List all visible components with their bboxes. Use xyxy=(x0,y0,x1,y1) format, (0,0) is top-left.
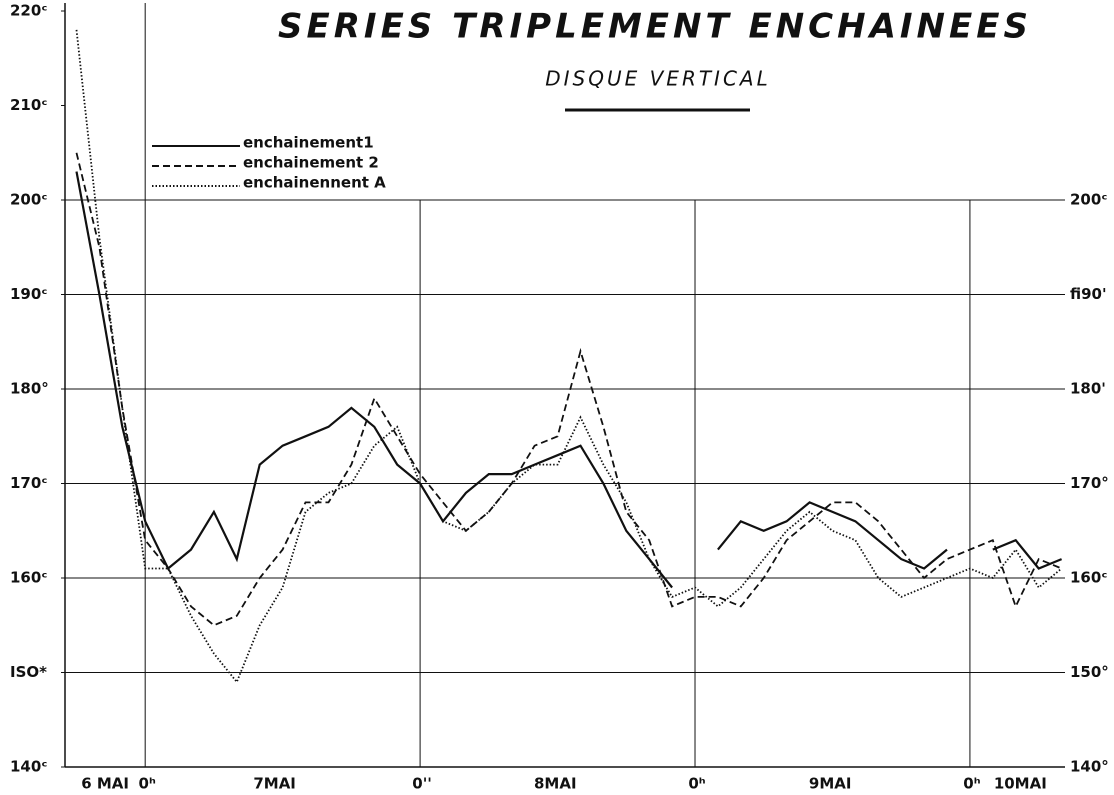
y2-tick-label: 180' xyxy=(1070,380,1106,398)
series-line xyxy=(75,171,1063,589)
series-line xyxy=(75,29,1063,684)
day-label: 7MAI xyxy=(253,775,296,793)
x-tick-label: 0ʰ xyxy=(688,775,705,793)
legend-label: enchainement 2 xyxy=(243,154,379,172)
y-tick-label: 160ᶜ xyxy=(10,569,48,587)
chart-title: SERIES TRIPLEMENT ENCHAINEES xyxy=(278,7,1032,47)
y2-tick-label: 150° xyxy=(1070,663,1109,681)
series-line xyxy=(75,152,1062,627)
y-tick-label: 200ᶜ xyxy=(10,191,48,209)
x-tick-label: 0ʰ xyxy=(963,775,980,793)
y2-tick-label: fi90' xyxy=(1070,285,1107,303)
legend-label: enchainement1 xyxy=(243,134,374,152)
chart-subtitle: DISQUE VERTICAL xyxy=(545,67,771,91)
day-label: 10MAI xyxy=(994,775,1047,793)
x-tick-label: 0'' xyxy=(412,775,432,793)
y2-tick-label: 160ᶜ xyxy=(1070,569,1108,587)
day-label: 6 MAI xyxy=(81,775,129,793)
legend-label: enchainennent A xyxy=(243,174,386,192)
y-tick-label: 140ᶜ xyxy=(10,758,48,776)
y-tick-label: 220ᶜ xyxy=(10,2,48,20)
y2-tick-label: 140° xyxy=(1070,758,1109,776)
day-label: 9MAI xyxy=(809,775,852,793)
y-tick-label: 190ᶜ xyxy=(10,285,48,303)
y-tick-label: 170ᶜ xyxy=(10,474,48,492)
y2-tick-label: 200ᶜ xyxy=(1070,191,1108,209)
y2-tick-label: 170° xyxy=(1070,474,1109,492)
x-tick-label: 0ʰ xyxy=(139,775,156,793)
day-label: 8MAI xyxy=(534,775,577,793)
y-tick-label: 180° xyxy=(10,380,49,398)
y-tick-label: ISO* xyxy=(10,663,47,681)
y-tick-label: 210ᶜ xyxy=(10,96,48,114)
